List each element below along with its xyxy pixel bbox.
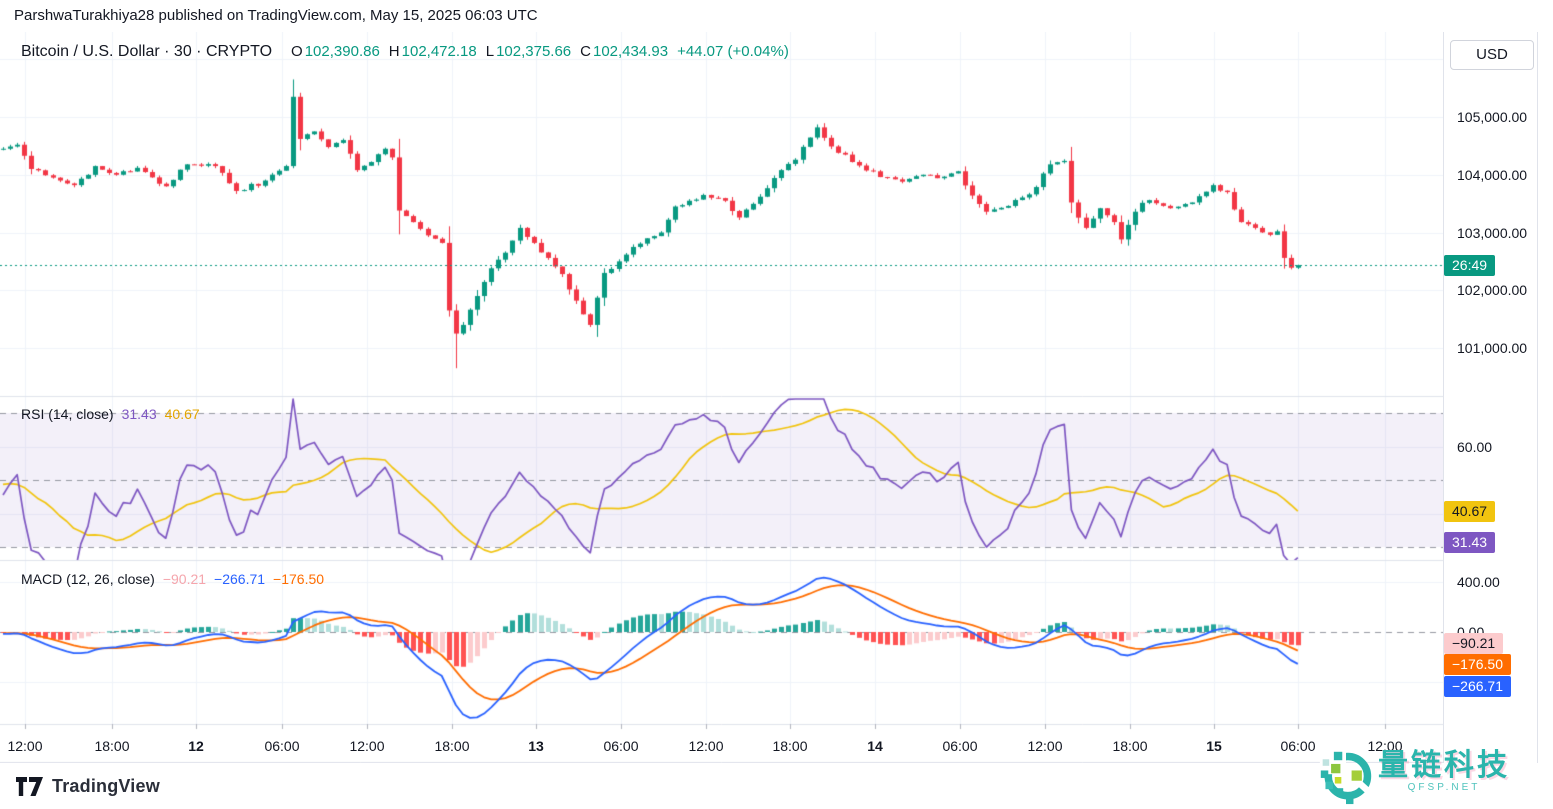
rsi-axis-label: 60.00: [1457, 439, 1493, 455]
time-axis-label: 18:00: [94, 738, 130, 754]
change-value: +44.07 (+0.04%): [677, 43, 789, 60]
time-axis-label: 12:00: [1367, 738, 1403, 754]
time-axis-label: 06:00: [1280, 738, 1316, 754]
tradingview-logo-icon[interactable]: [16, 776, 44, 796]
watermark-site: QFSP.NET: [1407, 782, 1481, 793]
time-axis-label: 18:00: [1112, 738, 1148, 754]
attribution-header: ParshwaTurakhiya28 published on TradingV…: [0, 0, 1553, 31]
time-axis-label: 18:00: [434, 738, 470, 754]
macd-line-value-badge: −266.71: [1444, 676, 1511, 697]
rsi-ma-legend-value: 40.67: [164, 406, 200, 422]
chart-canvas[interactable]: [0, 32, 1443, 763]
high-label: H: [388, 43, 400, 60]
time-axis-label: 06:00: [264, 738, 300, 754]
time-axis-label: 06:00: [942, 738, 978, 754]
tradingview-brand-text[interactable]: TradingView: [52, 775, 160, 796]
rsi-ma-value-badge: 40.67: [1444, 501, 1496, 522]
symbol-title: Bitcoin / U.S. Dollar · 30 · CRYPTO: [21, 43, 273, 60]
attribution-text: ParshwaTurakhiya28 published on TradingV…: [14, 7, 538, 24]
close-label: C: [580, 43, 591, 60]
low-label: L: [485, 43, 495, 60]
close-value: 102,434.93: [592, 43, 669, 60]
time-axis-label: 14: [867, 738, 883, 754]
time-axis-label: 12:00: [349, 738, 385, 754]
watermark-logo-icon: [1318, 748, 1374, 806]
low-value: 102,375.66: [496, 43, 572, 60]
macd-legend: MACD (12, 26, close) −90.21 −266.71 −176.50: [21, 571, 324, 587]
price-axis-label: 101,000.00: [1457, 340, 1528, 356]
time-axis-label: 13: [528, 738, 544, 754]
rsi-value-badge: 31.43: [1444, 532, 1496, 553]
macd-hist-legend-value: −90.21: [162, 571, 207, 587]
currency-button[interactable]: USD: [1450, 40, 1534, 70]
price-axis-label: 103,000.00: [1457, 225, 1528, 241]
open-value: 102,390.86: [304, 43, 380, 60]
time-axis-label: 15: [1206, 738, 1222, 754]
macd-line-legend-value: −266.71: [214, 571, 266, 587]
high-value: 102,472.18: [401, 43, 477, 60]
time-axis-label: 06:00: [603, 738, 639, 754]
symbol-legend: Bitcoin / U.S. Dollar · 30 · CRYPTO O 102,…: [21, 43, 789, 61]
macd-histogram-value-badge: −90.21: [1444, 633, 1504, 654]
time-axis-label: 18:00: [772, 738, 808, 754]
rsi-legend: RSI (14, close) 31.43 40.67: [21, 406, 200, 422]
price-axis-label: 105,000.00: [1457, 109, 1528, 125]
time-axis[interactable]: 12:00 18:00 12 06:00 12:00 18:00 13 06:00 12:00 1…: [0, 724, 1443, 763]
time-axis-label: 12:00: [7, 738, 43, 754]
watermark-name: 量链科技: [1378, 749, 1510, 782]
price-axis-label: 104,000.00: [1457, 167, 1528, 183]
rsi-legend-value: 31.43: [121, 406, 157, 422]
time-axis-label: 12: [188, 738, 204, 754]
open-label: O: [291, 43, 303, 60]
rsi-legend-title: RSI (14, close): [21, 406, 114, 422]
time-axis-label: 12:00: [1027, 738, 1063, 754]
bar-countdown-badge: 26:49: [1444, 255, 1496, 276]
price-axis-label: 102,000.00: [1457, 282, 1528, 298]
macd-signal-value-badge: −176.50: [1444, 654, 1511, 675]
macd-signal-legend-value: −176.50: [273, 571, 325, 587]
time-axis-label: 12:00: [688, 738, 724, 754]
macd-axis-label: 400.00: [1457, 574, 1500, 590]
macd-legend-title: MACD (12, 26, close): [21, 571, 155, 587]
footer: TradingView: [0, 763, 1553, 809]
watermark: 量链科技 QFSP.NET: [1318, 748, 1510, 806]
